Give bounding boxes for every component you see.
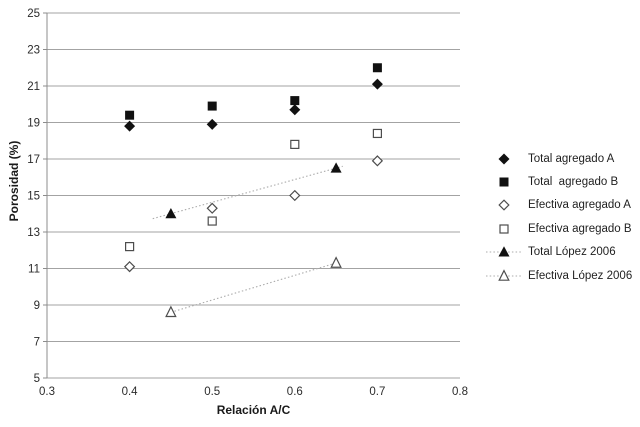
data-point-marker	[165, 305, 177, 318]
legend-label: Efectiva agregado A	[528, 199, 631, 212]
legend-label: Total agregado A	[528, 152, 615, 165]
data-point-marker	[124, 120, 136, 132]
y-tick-label: 21	[27, 81, 40, 93]
data-point-marker	[499, 177, 509, 187]
legend-item: Total López 2006	[486, 241, 632, 264]
y-tick-label: 23	[27, 45, 40, 57]
legend-label: Efectiva agregado B	[528, 222, 632, 235]
legend-label: Total López 2006	[528, 246, 616, 259]
y-tick-label: 13	[27, 227, 40, 239]
x-tick-label: 0.5	[204, 386, 220, 398]
trendline	[152, 165, 343, 220]
data-point-marker	[289, 189, 301, 202]
y-tick-label: 17	[27, 154, 40, 166]
x-tick-label: 0.4	[122, 386, 139, 398]
y-tick-label: 11	[28, 264, 40, 276]
data-point-marker	[207, 216, 217, 226]
x-tick-label: 0.8	[452, 386, 468, 398]
legend-diamond-open-icon	[498, 199, 510, 212]
data-point-marker	[290, 96, 300, 106]
data-point-marker	[289, 104, 301, 116]
series	[123, 155, 384, 273]
y-tick-label: 9	[34, 300, 40, 312]
data-point-marker	[498, 199, 510, 212]
y-axis-title: Porosidad (%)	[7, 140, 21, 222]
legend-item: Efectiva agregado B	[486, 217, 632, 240]
data-point-marker	[330, 256, 342, 268]
x-axis-title: Relación A/C	[216, 403, 291, 417]
x-tick-label: 0.3	[39, 386, 55, 398]
data-point-marker	[165, 208, 177, 219]
data-point-marker	[498, 268, 510, 281]
data-point-marker	[371, 78, 383, 90]
legend-item: Efectiva López 2006	[486, 264, 632, 287]
trendlines	[152, 165, 343, 313]
y-tick-label: 25	[27, 8, 40, 20]
legend-square-open-icon	[499, 224, 509, 234]
data-point-marker	[207, 101, 217, 111]
data-point-marker	[499, 224, 509, 234]
x-tick-label: 0.6	[287, 386, 303, 398]
data-point-marker	[371, 155, 384, 167]
data-point-marker	[498, 246, 510, 257]
data-point-marker	[206, 118, 218, 130]
series	[165, 256, 342, 318]
y-tick-label: 19	[27, 118, 40, 130]
data-point-marker	[372, 128, 382, 139]
data-point-marker	[206, 202, 218, 214]
legend: Total agregado A Total agregado B Efectiva…	[486, 147, 632, 287]
legend-label: Efectiva López 2006	[528, 269, 633, 282]
y-tick-labels: 5 7 9 11 13 15 17 19 21 23 25	[27, 8, 40, 385]
legend-triangle-filled-icon	[486, 246, 522, 257]
series	[124, 128, 382, 252]
y-tick-label: 15	[27, 191, 40, 203]
data-point-marker	[498, 153, 510, 165]
legend-item: Total agregado B	[486, 170, 632, 193]
gridlines	[43, 12, 460, 379]
y-tick-label: 7	[34, 337, 40, 349]
legend-label: Total agregado B	[528, 176, 619, 189]
data-point-marker	[290, 139, 300, 149]
data-point-marker	[372, 63, 382, 73]
series	[124, 78, 383, 132]
legend-triangle-open-icon	[486, 268, 522, 281]
series	[125, 63, 382, 120]
series	[165, 162, 342, 219]
data-point-marker	[125, 110, 135, 120]
data-point-marker	[330, 162, 342, 173]
legend-square-filled-icon	[499, 177, 509, 187]
x-tick-label: 0.7	[369, 386, 385, 398]
trendline	[170, 262, 337, 313]
legend-diamond-filled-icon	[498, 153, 510, 165]
data-points	[123, 63, 384, 318]
data-point-marker	[123, 261, 136, 273]
data-point-marker	[124, 242, 135, 252]
legend-item: Total agregado A	[486, 147, 632, 170]
legend-item: Efectiva agregado A	[486, 194, 632, 217]
x-tick-labels: 0.3 0.4 0.5 0.6 0.7 0.8	[39, 386, 468, 398]
y-tick-label: 5	[34, 373, 40, 385]
